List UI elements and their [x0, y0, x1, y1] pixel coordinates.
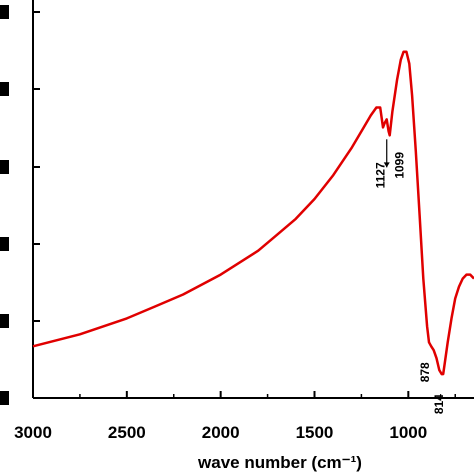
annotation-label: 878 [418, 362, 432, 382]
y-ticks [0, 5, 40, 405]
annotation-label: 1099 [393, 152, 407, 179]
x-tick-label: 2500 [108, 423, 146, 442]
x-tick-label: 1500 [296, 423, 334, 442]
x-tick-label: 3000 [14, 423, 52, 442]
y-tick-label-fragment [0, 391, 9, 405]
y-tick-label-fragment [0, 237, 9, 251]
x-tick-label: 2000 [202, 423, 240, 442]
x-ticks: 3000 2500 2000 1500 1000 [14, 391, 456, 442]
annotation-arrowhead [383, 162, 390, 168]
x-axis-title: wave number (cm⁻¹) [197, 453, 362, 472]
series-line [32, 50, 474, 376]
y-tick-label-fragment [0, 160, 9, 174]
y-tick-label-fragment [0, 5, 9, 19]
x-tick-label: 1000 [389, 423, 427, 442]
annotation-label: 1127 [373, 162, 387, 188]
series-layer [32, 50, 474, 376]
y-tick-label-fragment [0, 82, 9, 96]
annotation-label: 814 [432, 394, 446, 414]
y-tick-label-fragment [0, 314, 9, 328]
